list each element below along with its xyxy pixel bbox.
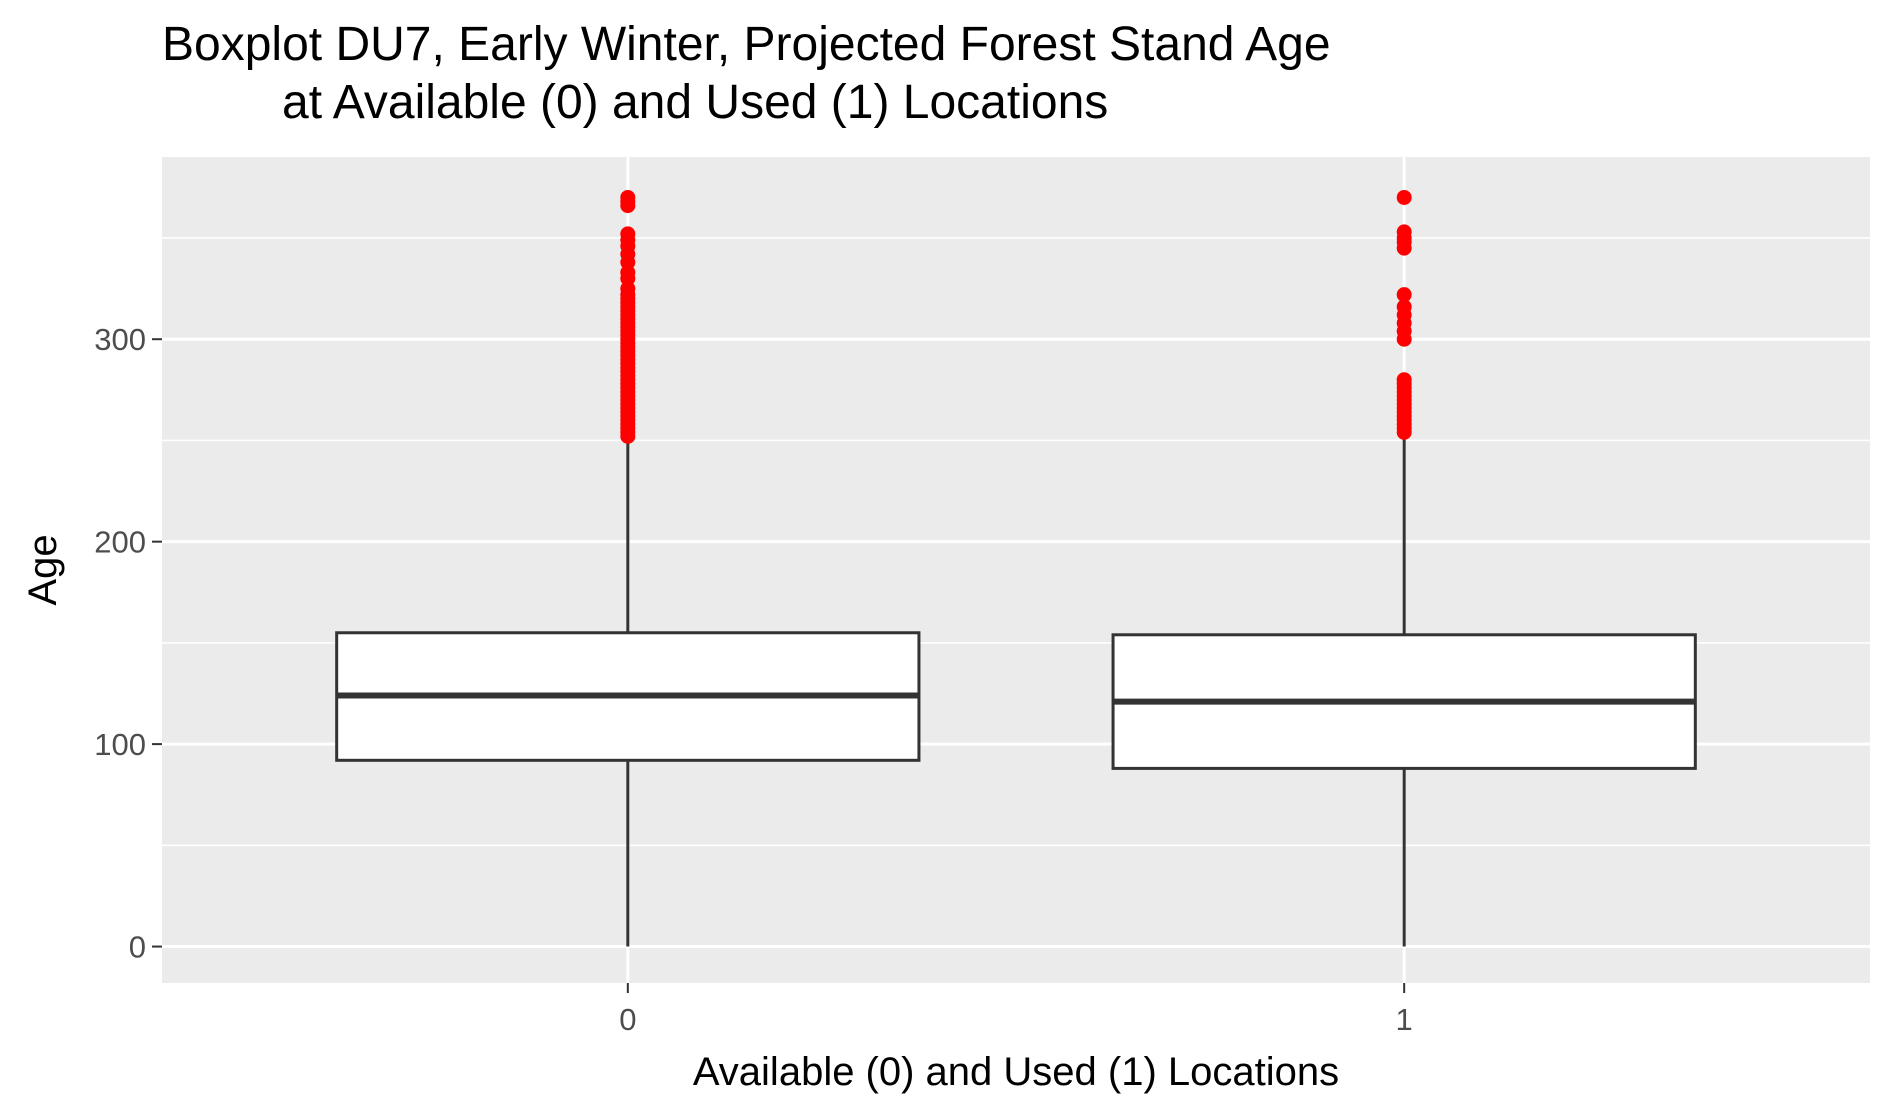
- outlier-point: [620, 189, 636, 205]
- y-tick-label: 300: [94, 322, 146, 357]
- outlier-point: [1396, 299, 1412, 315]
- y-axis: 0 100 200 300: [94, 322, 162, 965]
- x-axis-title: Available (0) and Used (1) Locations: [693, 1050, 1339, 1094]
- outlier-point: [1396, 189, 1412, 205]
- y-tick-label: 200: [94, 525, 146, 560]
- chart-title-line-1: Boxplot DU7, Early Winter, Projected For…: [162, 18, 1331, 71]
- outlier-point: [1396, 287, 1412, 303]
- x-tick-label: 0: [619, 1002, 636, 1037]
- x-tick-label: 1: [1396, 1002, 1413, 1037]
- plot-panel: [162, 157, 1870, 983]
- boxes-layer: [335, 189, 1697, 947]
- chart-title: Boxplot DU7, Early Winter, Projected For…: [162, 16, 1331, 132]
- chart-title-line-2: at Available (0) and Used (1) Locations: [282, 76, 1109, 129]
- outlier-point: [620, 226, 636, 242]
- y-tick-label: 100: [94, 727, 146, 762]
- box-group-1: [1111, 189, 1697, 947]
- y-tick-label: 0: [129, 930, 146, 965]
- outlier-point: [1396, 372, 1412, 388]
- box-group-0: [335, 189, 921, 947]
- outlier-point: [1396, 224, 1412, 240]
- y-axis-title: Age: [21, 534, 65, 605]
